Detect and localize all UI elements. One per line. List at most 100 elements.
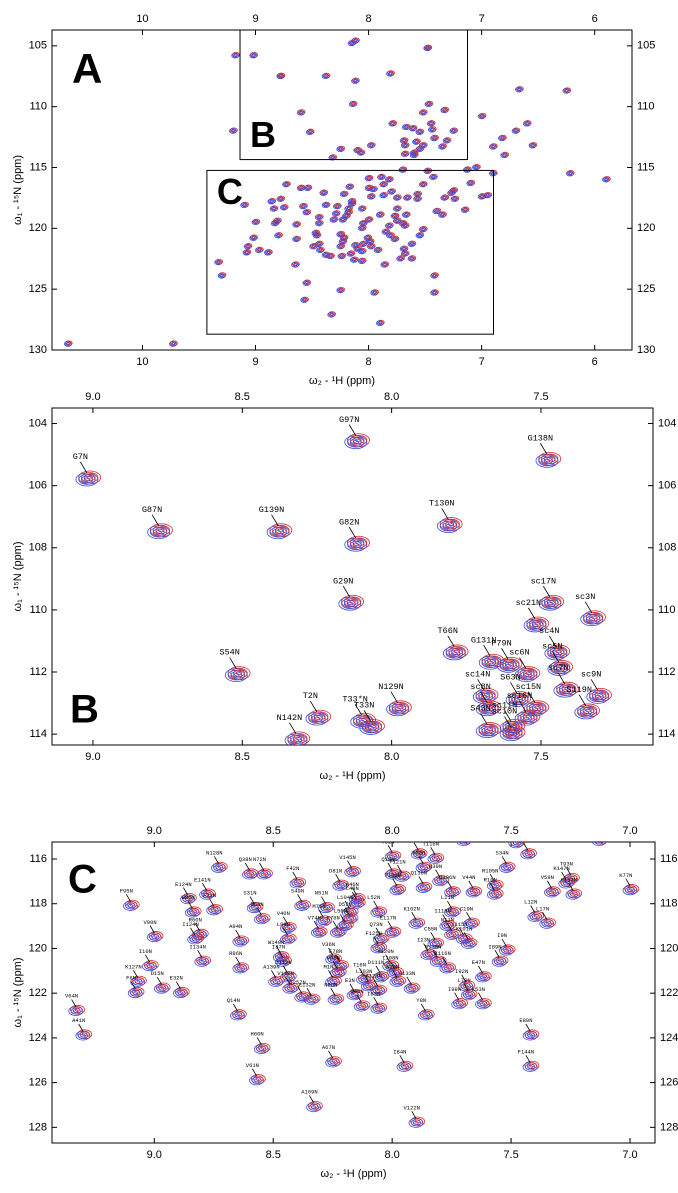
contour-blue [510,842,521,847]
contour-blue [511,128,520,134]
contour-blue [386,232,394,239]
contour-blue [282,924,293,932]
peak [544,886,561,898]
peak [351,77,360,84]
plot-frame [51,841,656,1144]
contour-blue [432,857,438,861]
peak-label: I37N [272,943,285,950]
contour-blue [275,234,281,238]
peak [396,255,406,262]
contour-blue [256,1045,267,1053]
peak-label: G82N [339,517,359,527]
contour-blue [366,243,375,250]
contour-red [350,990,361,998]
peak-label: sc17N [531,576,557,586]
peak-label: C55N [424,925,437,932]
contour-red [377,173,386,180]
contour-blue [249,52,258,59]
contour-red [340,190,349,197]
contour-blue [311,714,323,723]
peak [333,202,342,210]
contour-blue [191,937,198,942]
contour-blue [484,707,491,712]
leader [229,657,237,669]
contour-red [531,912,542,920]
contour-red [503,863,514,870]
peak [375,319,385,327]
contour-blue [407,255,416,262]
contour-blue [439,213,445,217]
contour-blue [358,151,363,155]
contour-blue [403,125,409,129]
peak-label: N51N [315,890,328,897]
contour-red [434,957,445,964]
contour-blue [366,142,375,149]
peak-label: Q18N [381,856,394,863]
contour-blue [563,881,569,886]
contour-red [491,881,502,888]
leader [340,914,345,922]
peak [363,234,373,241]
contour-blue [500,152,509,159]
contour-red [272,977,283,985]
contour-blue [251,53,256,58]
peak-label: sc11N [492,701,518,711]
leader [213,856,219,864]
leader [463,932,469,940]
peak [370,984,388,996]
peak-label: D111N [368,959,385,966]
contour-red [334,928,345,935]
peak [294,899,311,911]
contour-blue [396,255,405,262]
contour-red [461,206,470,213]
contour-red [481,691,493,699]
contour-blue [134,980,141,984]
y-tick-label-right: 124 [660,1032,678,1044]
contour-blue [465,942,472,946]
contour-red [407,983,419,991]
contour-red [388,188,396,194]
contour-red [512,127,521,134]
peak [327,311,337,318]
leader [418,876,424,884]
y-tick-label: 125 [29,283,47,295]
contour-blue [211,908,217,913]
plot-frame [51,407,654,746]
contour-blue [187,909,198,917]
contour-blue [339,191,348,198]
contour-blue [522,716,530,721]
contour-red [322,903,333,911]
leader [359,967,364,976]
peak [475,971,492,983]
contour-blue [299,995,305,1000]
peak [321,201,331,209]
contour-blue [386,71,394,77]
contour-blue [244,871,255,879]
contour-blue [356,1003,367,1010]
peak-label: I23N [417,937,430,944]
contour-blue [423,168,432,174]
contour-blue [456,842,471,847]
contour-blue [245,244,250,249]
contour-blue [334,204,340,209]
peak-label: N72N [253,856,266,863]
contour-red [316,246,325,253]
contour-blue [400,151,409,157]
contour-blue [364,217,373,223]
contour-blue [379,181,388,188]
contour-blue [329,980,336,984]
leader [344,900,350,909]
peak [187,933,204,945]
contour-blue [546,601,554,606]
contour-red [448,930,459,938]
contour-blue [256,248,262,252]
contour-red [409,125,418,131]
leader [342,585,351,598]
peak-label: F144N [518,1048,535,1055]
contour-red [332,210,341,216]
contour-red [463,838,468,841]
peak [319,189,329,196]
contour-red [391,968,402,976]
peak-label: sc6N [509,648,529,658]
peak [351,37,360,44]
